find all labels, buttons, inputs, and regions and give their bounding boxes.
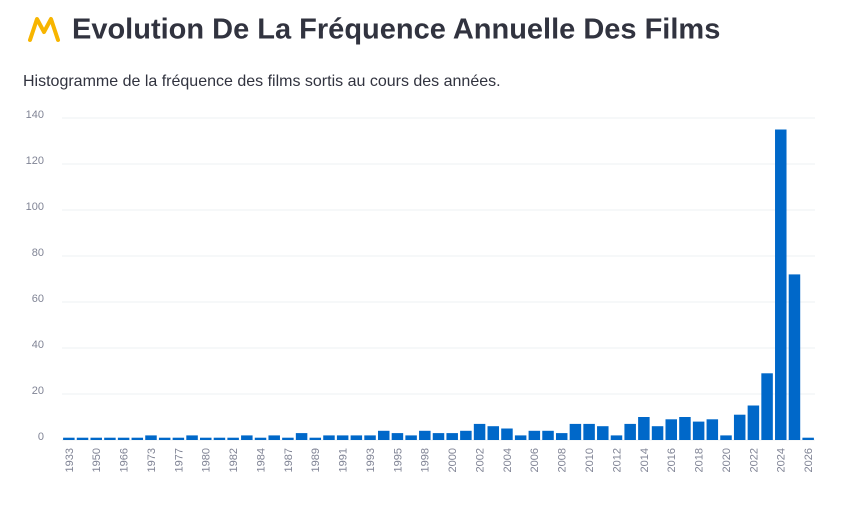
bar [610,435,623,440]
x-tick-label: 2024 [776,448,788,472]
bar [638,417,650,440]
x-tick-label: 1989 [310,448,322,472]
bar [733,414,746,440]
bar [747,405,760,440]
bar [145,435,157,440]
logo-icon [28,17,60,42]
bar [117,437,130,440]
y-tick-label: 120 [26,155,44,167]
chart: 0 20 40 60 80 100 120 140 1933 1950 1966 1973 1977 19… [26,109,815,473]
y-tick-label: 0 [38,431,44,443]
bar [213,437,226,440]
bar [761,373,773,440]
x-tick-label: 2012 [611,448,623,472]
x-tick-label: 2002 [474,448,486,472]
bar [583,423,595,440]
bar [364,435,376,440]
x-tick-label: 1984 [255,448,267,472]
bar [336,435,349,440]
y-tick-label: 100 [26,201,44,213]
bar [391,433,404,440]
bar [788,274,801,440]
x-tick-label: 2016 [666,448,678,472]
bar [802,437,814,440]
bar [241,435,253,440]
bar [186,435,198,440]
y-tick-label: 40 [32,339,44,351]
x-tick-label: 1950 [91,448,103,472]
bar [473,423,486,440]
bar [90,437,102,440]
x-tick-label: 2026 [803,448,815,472]
x-tick-label: 1987 [283,448,295,472]
x-tick-label: 2010 [584,448,596,472]
bar [254,437,267,440]
y-tick-label: 60 [32,293,44,305]
bar [309,437,322,440]
bar [651,426,664,440]
x-tick-label: 2018 [694,448,706,472]
bar [200,437,212,440]
bar [555,433,568,440]
bar [775,129,787,440]
bar [446,433,458,440]
bar [295,433,308,440]
x-tick-label: 1998 [420,448,432,472]
y-tick-label: 80 [32,247,44,259]
x-tick-label: 2000 [447,448,459,472]
bar [487,426,500,440]
bar [323,435,335,440]
bar [665,419,677,440]
x-tick-label: 1966 [119,448,131,472]
x-tick-label: 2008 [557,448,569,472]
x-tick-label: 2022 [748,448,760,472]
bar [542,430,554,440]
bar [419,430,431,440]
x-tick-label: 1977 [173,448,185,472]
bar [706,419,719,440]
bar [692,421,705,440]
bar [597,426,609,440]
bar [501,428,513,440]
x-tick-label: 1991 [338,448,350,472]
x-tick-label: 2004 [502,448,514,472]
bar [514,435,527,440]
bar [528,430,541,440]
bar [131,437,144,440]
bar [569,423,582,440]
x-tick-label: 2020 [721,448,733,472]
bar [172,437,185,440]
bar [227,437,239,440]
bar [268,435,280,440]
bar [405,435,417,440]
x-tick-label: 2014 [639,448,651,472]
bar [432,433,445,440]
y-tick-label: 140 [26,109,44,121]
bar [76,437,89,440]
bar [350,435,363,440]
bar [720,435,732,440]
bar [63,437,75,440]
bar [679,417,691,440]
x-tick-label: 1973 [146,448,158,472]
bar [377,430,390,440]
x-tick-label: 1933 [64,448,76,472]
bar [104,437,116,440]
bar [158,437,171,440]
x-tick-label: 1980 [201,448,213,472]
bar [460,430,472,440]
x-tick-label: 1993 [365,448,377,472]
bar [282,437,294,440]
bar [624,423,636,440]
page-title: Evolution De La Fréquence Annuelle Des F… [72,14,720,46]
x-tick-label: 2006 [529,448,541,472]
x-tick-label: 1982 [228,448,240,472]
x-tick-label: 1995 [392,448,404,472]
y-tick-label: 20 [32,385,44,397]
subtitle: Histogramme de la fréquence des films so… [23,73,501,90]
